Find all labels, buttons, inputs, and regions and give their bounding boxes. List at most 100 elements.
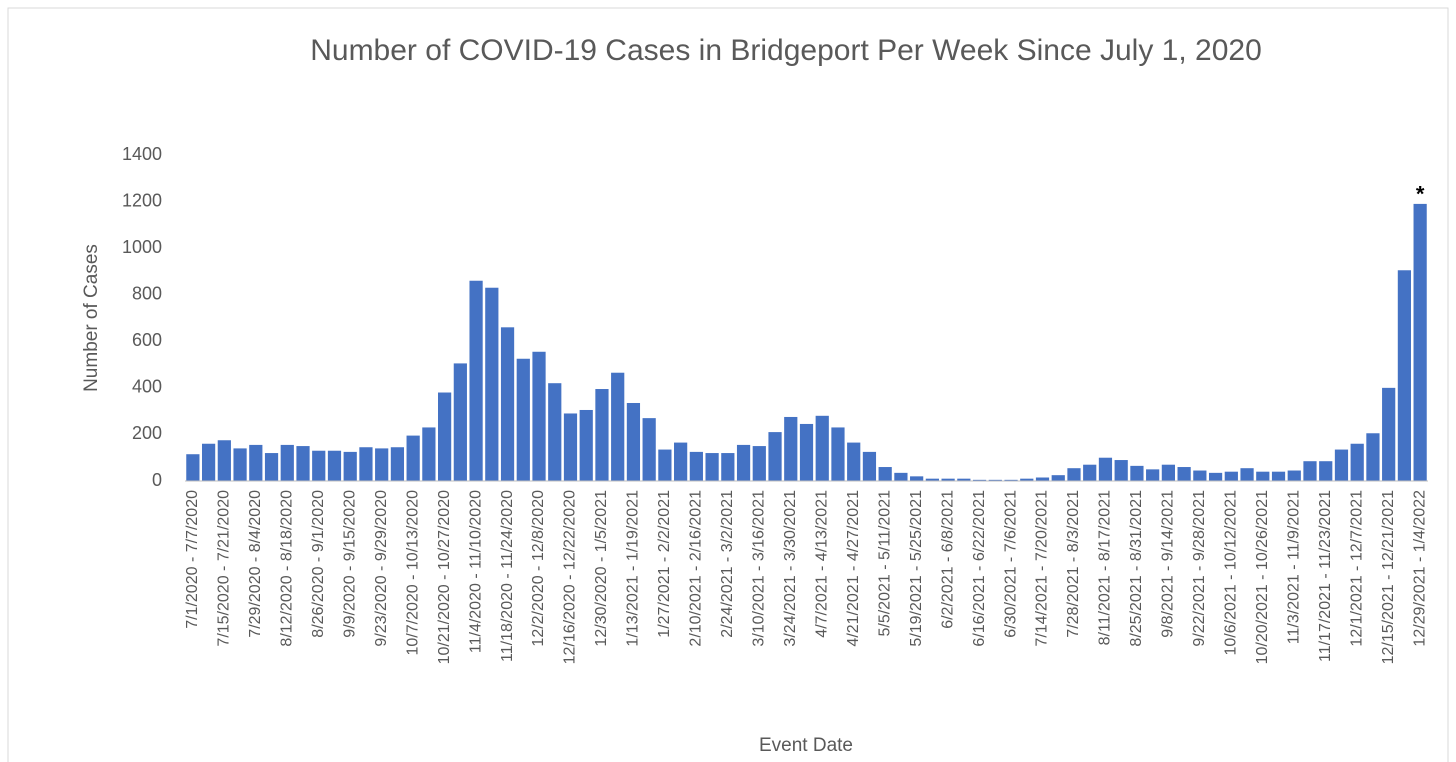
bar [1020, 478, 1034, 481]
y-tick-label: 1000 [122, 237, 162, 257]
x-tick-label: 10/7/2020 - 10/13/2020 [404, 490, 421, 656]
bar [1035, 477, 1050, 481]
x-tick-label: 7/15/2020 - 7/21/2020 [216, 490, 233, 647]
bar [296, 446, 310, 481]
bar [1114, 460, 1128, 481]
bar [359, 447, 373, 481]
bar [1051, 475, 1065, 481]
bar [500, 327, 515, 481]
bar [1193, 470, 1207, 481]
bar [736, 444, 751, 481]
bar [579, 409, 593, 481]
y-tick-label: 0 [152, 470, 162, 490]
x-tick-label: 2/10/2021 - 2/16/2021 [688, 490, 705, 647]
x-tick-label: 10/20/2021 - 10/26/2021 [1254, 490, 1271, 664]
x-tick-label: 6/30/2021 - 7/6/2021 [1002, 490, 1019, 638]
x-tick-label: 2/24/2021 - 3/2/2021 [719, 490, 736, 638]
bar [1397, 270, 1412, 481]
bar [752, 446, 766, 481]
bar [201, 443, 216, 481]
x-tick-label: 11/18/2020 - 11/24/2020 [499, 490, 516, 662]
x-tick-label: 12/2/2020 - 12/8/2020 [530, 490, 547, 647]
bar [312, 450, 326, 481]
bar [469, 280, 483, 481]
y-axis-title: Number of Cases [81, 244, 102, 392]
x-tick-label: 9/8/2021 - 9/14/2021 [1160, 490, 1177, 638]
bar [1224, 471, 1238, 481]
chart-title: Number of COVID-19 Cases in Bridgeport P… [310, 34, 1262, 67]
x-tick-label: 9/22/2021 - 9/28/2021 [1191, 490, 1208, 647]
bar [925, 478, 939, 481]
bar [941, 478, 955, 481]
bar [1366, 433, 1380, 481]
bar [264, 453, 279, 481]
bar [516, 358, 530, 481]
x-tick-label: 7/1/2020 - 7/7/2020 [184, 490, 201, 629]
bar [406, 435, 420, 481]
bar [422, 427, 436, 481]
bar [1067, 468, 1081, 481]
x-tick-label: 7/28/2021 - 8/3/2021 [1065, 490, 1082, 638]
x-tick-label: 11/3/2021 - 11/9/2021 [1285, 490, 1302, 644]
bar [1130, 465, 1144, 481]
bar [1271, 471, 1286, 481]
chart-frame [7, 7, 1449, 762]
x-tick-label: 7/14/2021 - 7/20/2021 [1034, 490, 1051, 647]
x-tick-label: 7/29/2020 - 8/4/2020 [247, 490, 264, 638]
y-tick-label: 800 [132, 283, 162, 303]
bar [972, 479, 987, 481]
x-tick-label: 11/4/2020 - 11/10/2020 [467, 490, 484, 653]
bar [233, 448, 247, 481]
x-tick-label: 3/24/2021 - 3/30/2021 [782, 490, 799, 647]
x-tick-label: 12/1/2021 - 12/7/2021 [1348, 490, 1365, 647]
x-tick-label: 8/12/2020 - 8/18/2020 [278, 490, 295, 647]
annotation: * [1416, 182, 1425, 207]
x-tick-label: 5/19/2021 - 5/25/2021 [908, 490, 925, 647]
x-axis-title: Event Date [759, 735, 853, 756]
x-tick-label: 5/5/2021 - 5/11/2021 [876, 490, 893, 637]
bar [831, 427, 845, 481]
bar [1287, 470, 1301, 481]
x-tick-label: 3/10/2021 - 3/16/2021 [751, 490, 768, 647]
bar [1382, 387, 1396, 481]
x-tick-label: 9/23/2020 - 9/29/2020 [373, 490, 390, 647]
y-tick-label: 1200 [122, 190, 162, 210]
bar [1083, 464, 1097, 481]
x-tick-label: 10/21/2020 - 10/27/2020 [436, 490, 453, 664]
x-tick-label: 12/15/2021 - 12/21/2021 [1380, 490, 1397, 664]
bar [1256, 471, 1270, 481]
bar [438, 392, 452, 481]
bar [642, 418, 656, 481]
x-tick-label: 10/6/2021 - 10/12/2021 [1223, 490, 1240, 656]
bar [957, 478, 971, 481]
bar [1240, 468, 1254, 481]
bar [1098, 457, 1113, 481]
bar [390, 447, 405, 481]
bar [611, 372, 625, 481]
bar [626, 402, 641, 481]
bar [186, 454, 200, 481]
x-tick-label: 1/13/2021 - 1/19/2021 [625, 490, 642, 647]
bar [1161, 464, 1175, 481]
bar [1303, 461, 1317, 481]
bar [343, 451, 357, 481]
bar [485, 287, 499, 481]
bar [1208, 472, 1223, 481]
y-tick-label: 1400 [122, 144, 162, 164]
x-tick-label: 9/9/2020 - 9/15/2020 [341, 490, 358, 638]
bar [1413, 203, 1427, 481]
bar [453, 363, 467, 481]
x-tick-label: 12/16/2020 - 12/22/2020 [562, 490, 579, 664]
bar [1004, 479, 1018, 481]
bar [375, 448, 389, 481]
x-tick-label: 4/21/2021 - 4/27/2021 [845, 490, 862, 647]
bar [784, 416, 798, 481]
bar [689, 451, 703, 481]
bar [1334, 449, 1349, 481]
y-tick-label: 600 [132, 330, 162, 350]
bar [1319, 461, 1333, 481]
bar [280, 444, 294, 481]
x-tick-label: 12/30/2020 - 1/5/2021 [593, 490, 610, 647]
bar [595, 389, 609, 481]
